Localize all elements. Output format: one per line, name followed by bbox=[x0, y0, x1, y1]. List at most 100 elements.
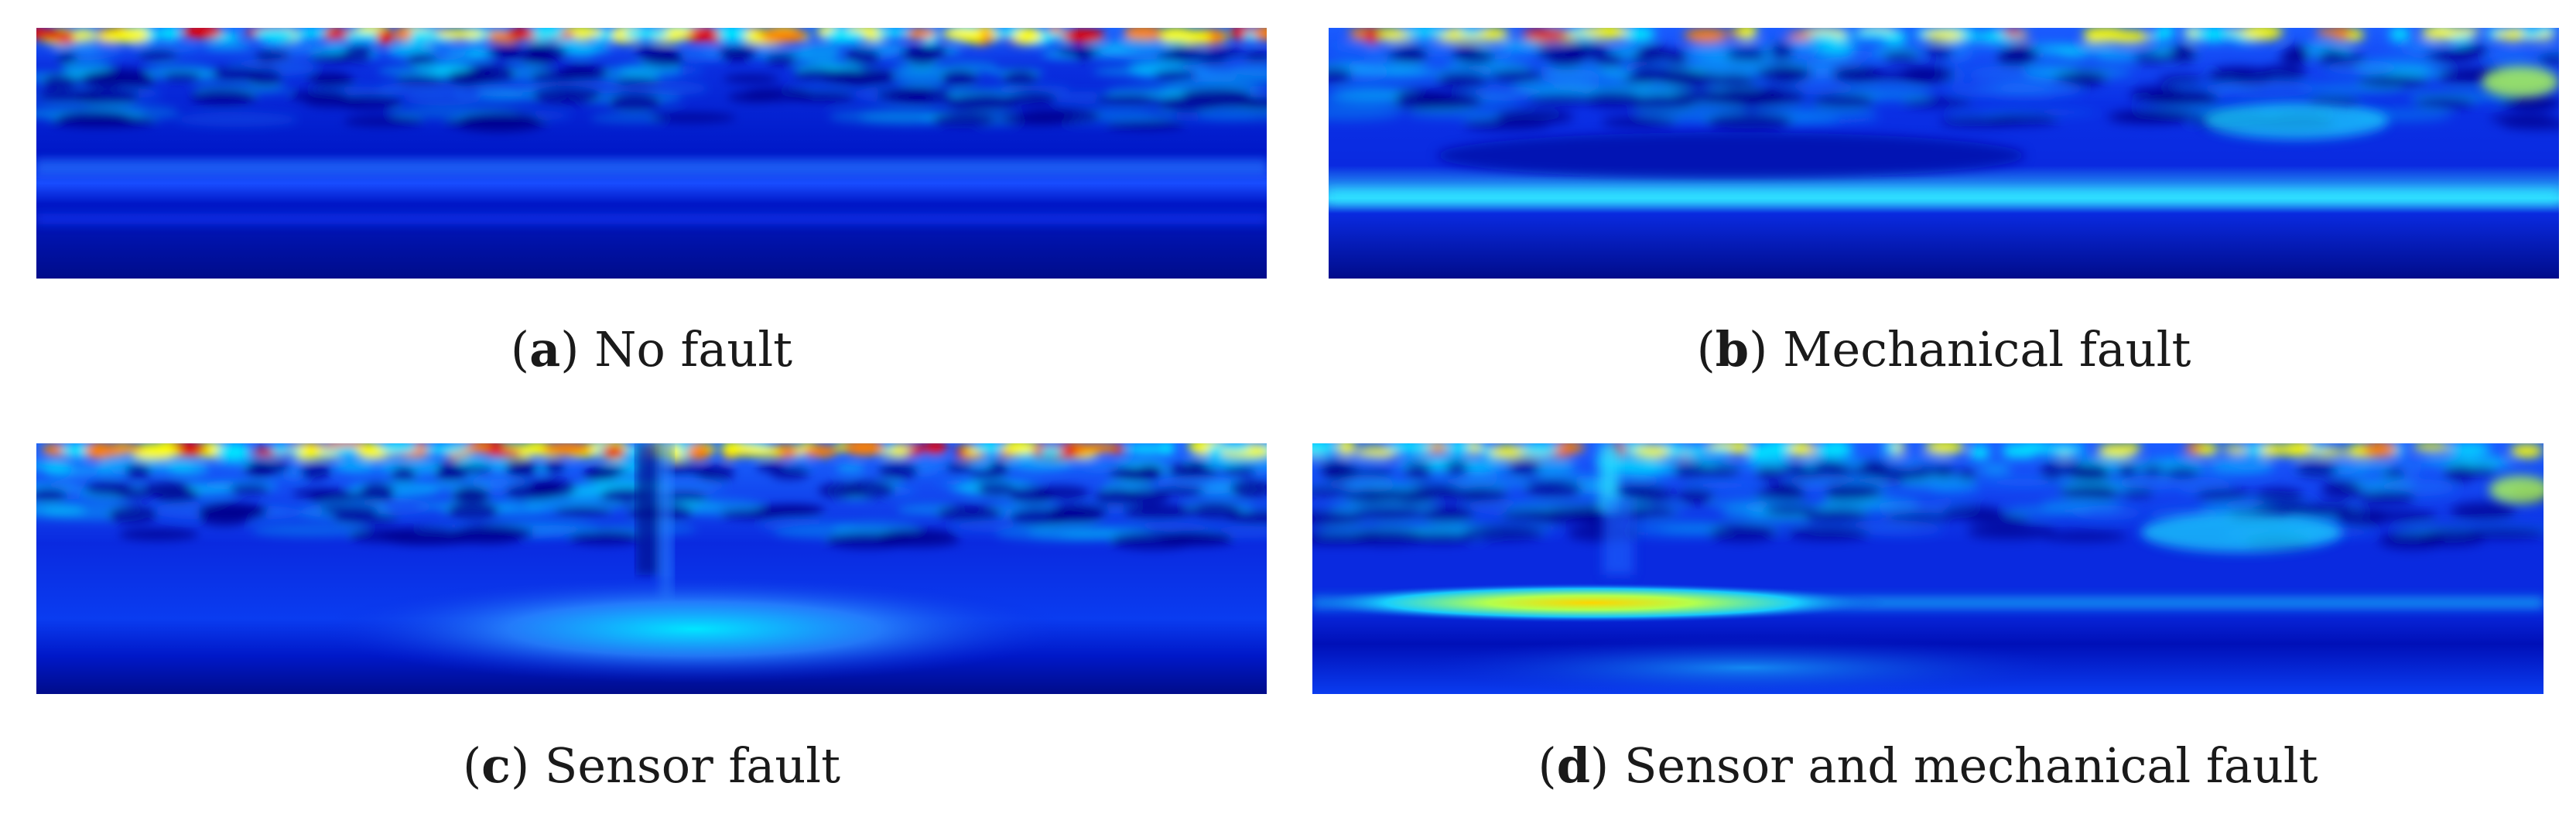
scalogram-trough bbox=[877, 528, 955, 541]
scalogram-trough bbox=[248, 68, 282, 87]
scalogram-trough bbox=[1601, 116, 1678, 128]
scalogram-hotspot bbox=[2280, 443, 2315, 457]
scalogram-trough bbox=[42, 74, 78, 90]
scalogram-hotspot bbox=[1364, 28, 1381, 44]
scalogram-hotspot bbox=[1014, 28, 1042, 44]
scalogram-trough bbox=[878, 461, 919, 480]
scalogram-trough bbox=[110, 487, 156, 499]
scalogram-hotspot bbox=[181, 28, 223, 39]
scalogram-ridge bbox=[1684, 60, 1772, 76]
scalogram-trough bbox=[2382, 468, 2406, 480]
scalogram-trough bbox=[1677, 488, 1714, 504]
scalogram-hotspot bbox=[2017, 443, 2050, 455]
scalogram-trough bbox=[525, 43, 551, 61]
scalogram-ridge bbox=[891, 62, 946, 73]
scalogram-hotspot bbox=[2097, 443, 2136, 458]
scalogram-ridge bbox=[1978, 477, 2068, 487]
scalogram-hotspot bbox=[1551, 443, 1585, 453]
scalogram-trough bbox=[1672, 462, 1709, 478]
scalogram-trough bbox=[1018, 108, 1102, 124]
scalogram-hotspot bbox=[1813, 443, 1853, 457]
scalogram-trough bbox=[1010, 486, 1053, 505]
scalogram-trough bbox=[1161, 534, 1234, 546]
scalogram-ridge bbox=[2324, 60, 2400, 75]
scalogram-ridge bbox=[129, 39, 200, 53]
scalogram-trough bbox=[1546, 506, 1603, 518]
scalogram-trough bbox=[320, 504, 379, 516]
scalogram-trough bbox=[1812, 93, 1875, 109]
scalogram-trough bbox=[453, 525, 534, 542]
scalogram-trough bbox=[2455, 43, 2489, 60]
scalogram-hotspot bbox=[2413, 443, 2451, 451]
scalogram-trough bbox=[2538, 53, 2559, 65]
scalogram-hotspot bbox=[1355, 446, 1399, 457]
scalogram-ridge bbox=[1681, 481, 1764, 490]
scalogram-hotspot bbox=[344, 31, 371, 42]
scalogram-trough bbox=[836, 70, 894, 87]
scalogram-trough bbox=[762, 504, 826, 516]
scalogram-hotspot bbox=[1387, 443, 1432, 453]
scalogram-ridge bbox=[175, 111, 299, 128]
scalogram-trough bbox=[1902, 97, 1972, 108]
scalogram-trough bbox=[765, 53, 798, 66]
scalogram-trough bbox=[2040, 462, 2065, 480]
scalogram-hotspot bbox=[2509, 444, 2544, 458]
scalogram-trough bbox=[1095, 487, 1139, 506]
scalogram-hotspot bbox=[542, 443, 592, 456]
scalogram-trough bbox=[1966, 524, 2056, 539]
scalogram-hotspot bbox=[721, 443, 747, 456]
scalogram-hotspot bbox=[438, 29, 485, 39]
scalogram-trough bbox=[1882, 50, 1920, 63]
scalogram-trough bbox=[531, 87, 602, 104]
scalogram-trough bbox=[1726, 47, 1767, 63]
scalogram-trough bbox=[1942, 505, 2003, 521]
scalogram-trough bbox=[945, 461, 974, 474]
scalogram-trough bbox=[1167, 45, 1205, 63]
scalogram-trough bbox=[2114, 110, 2202, 123]
scalogram-trough bbox=[2059, 463, 2091, 475]
scalogram-ridge bbox=[2117, 475, 2184, 491]
scalogram-trough bbox=[696, 464, 735, 482]
scalogram-panel-c bbox=[36, 443, 1267, 694]
scalogram-trough bbox=[360, 482, 395, 500]
scalogram-trough bbox=[1329, 67, 1353, 83]
scalogram-trough bbox=[988, 460, 1009, 478]
scalogram-panel-a bbox=[36, 28, 1267, 279]
scalogram-hotspot bbox=[1964, 31, 1982, 39]
scalogram-ridge bbox=[1329, 43, 1382, 53]
scalogram-ridge bbox=[1538, 69, 1603, 83]
scalogram-trough bbox=[1488, 68, 1544, 84]
scalogram-trough bbox=[242, 465, 282, 476]
scalogram-trough bbox=[391, 466, 416, 483]
scalogram-hotspot bbox=[888, 446, 908, 457]
scalogram-ridge bbox=[1083, 462, 1119, 470]
scalogram-trough bbox=[1584, 90, 1644, 108]
scalogram-trough bbox=[1049, 505, 1103, 524]
scalogram-trough bbox=[2119, 487, 2155, 498]
scalogram-hotspot bbox=[1337, 443, 1356, 456]
scalogram-trough bbox=[1669, 90, 1737, 104]
scalogram-hotspot bbox=[1447, 443, 1472, 454]
scalogram-trough bbox=[1230, 479, 1267, 498]
scalogram-trough bbox=[1404, 462, 1433, 480]
scalogram-trough bbox=[2424, 50, 2464, 61]
scalogram-trough bbox=[1885, 512, 1954, 522]
scalogram-trough bbox=[190, 88, 257, 107]
scalogram-hotspot bbox=[741, 446, 782, 457]
scalogram-trough bbox=[1986, 114, 2059, 125]
scalogram-hotspot bbox=[686, 443, 711, 460]
scalogram-hotspot bbox=[1521, 28, 1570, 42]
scalogram-hotspot bbox=[1060, 28, 1106, 43]
scalogram-hotspot bbox=[486, 30, 508, 43]
scalogram-trough bbox=[1725, 88, 1784, 106]
scalogram-ridge bbox=[1636, 104, 1747, 118]
scalogram-trough bbox=[1436, 70, 1489, 89]
scalogram-trough bbox=[1108, 467, 1145, 480]
scalogram-trough bbox=[568, 530, 642, 545]
scalogram-hotspot bbox=[2362, 443, 2397, 458]
scalogram-trough bbox=[36, 488, 68, 502]
scalogram-trough bbox=[1095, 94, 1161, 104]
caption-b: (b) Mechanical fault bbox=[1696, 321, 2191, 378]
scalogram-panel-b bbox=[1329, 28, 2559, 279]
scalogram-hotspot bbox=[1882, 443, 1900, 453]
